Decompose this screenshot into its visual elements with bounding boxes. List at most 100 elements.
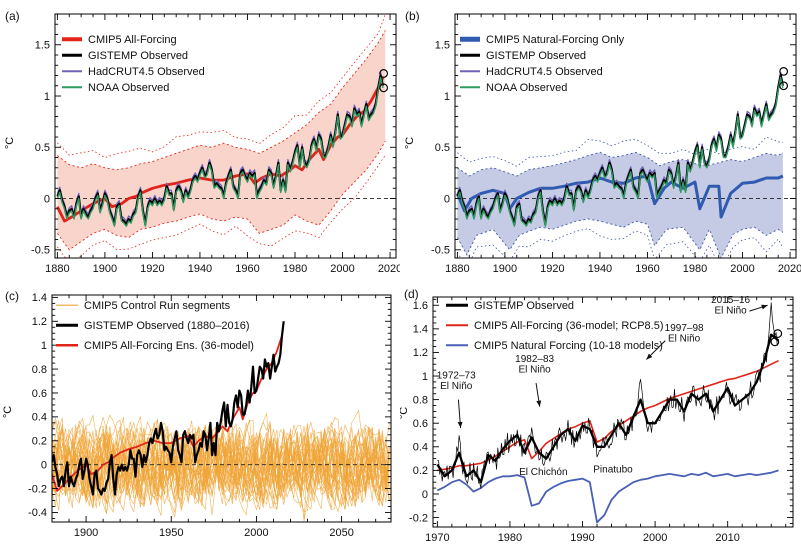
panel-label: (a)	[5, 9, 20, 23]
y-tick-label: 1.6	[413, 300, 428, 312]
y-tick-label: 1	[44, 91, 50, 103]
axes: 1880 1900 1920 1940 1960 1980 2000 2020 -0.5 0 0.5…	[31, 13, 400, 275]
y-tick-label: -0.5	[431, 245, 450, 257]
legend-entry-label: CMIP5 All-Forcing Ens. (36-model)	[84, 340, 254, 352]
x-tick-label: 1920	[540, 263, 564, 275]
y-tick-label: 0.8	[32, 364, 47, 376]
legend-entry-label: GISTEMP Observed	[486, 50, 586, 62]
x-tick-label: 2020	[778, 263, 801, 275]
y-tick-label: 0	[44, 193, 50, 205]
annotation-text: El Chichón	[519, 467, 567, 478]
gistemp-observed-line	[52, 321, 285, 496]
legend-entry-label: CMIP5 All-Forcing (36-model; RCP8.5)	[474, 320, 664, 332]
panel-c-chart: 1900 1950 2000 2050 -0.4 -0.2 0 0.2 0.4 0.6 0.8 1 1.…	[2, 289, 392, 539]
y-tick-label: -0.2	[28, 483, 47, 495]
annotation-arrow	[749, 304, 768, 312]
legend-entry-label: CMIP5 All-Forcing	[88, 34, 177, 46]
annotation: 1982–83 El Niño	[515, 354, 555, 407]
y-tick-label: 1	[41, 340, 47, 352]
y-tick-label: -0.5	[31, 245, 50, 257]
annotation-arrow	[457, 399, 463, 428]
annotation-text: 1982–83 El Niño	[515, 354, 554, 376]
legend-entry-label: GISTEMP Observed	[474, 300, 574, 312]
y-tick-label: -0.4	[28, 507, 47, 519]
x-tick-label: 1980	[683, 263, 707, 275]
y-tick-label: 0.2	[413, 465, 428, 477]
legend-entry-label: HadCRUT4.5 Observed	[486, 66, 603, 78]
plot-area-series	[52, 321, 391, 521]
control-run-segment	[52, 416, 390, 509]
y-tick-label: 1.2	[32, 316, 47, 328]
x-tick-label: 2000	[330, 263, 354, 275]
panel-d-chart: 1970 1980 1990 2000 2010 -0.2 0 0.2 0.4 0.6 0.8 1 1.…	[400, 287, 794, 544]
x-tick-label: 1900	[74, 527, 98, 539]
legend-entry-label: CMIP5 Natural-Forcing Only	[486, 34, 625, 46]
x-tick-label: 1900	[493, 263, 517, 275]
panel-a-chart: 1880 1900 1920 1940 1960 1980 2000 2020 -0.5 0 0.5…	[4, 9, 400, 275]
x-tick-label: 1940	[588, 263, 612, 275]
gistemp-smoothed-line	[436, 333, 780, 484]
x-tick-label: 2000	[244, 527, 268, 539]
cmip5-all-forcing-line	[437, 359, 779, 472]
y-tick-label: 0	[422, 489, 428, 501]
x-tick-label: 2050	[329, 527, 353, 539]
annotation-text: Pinatubo	[593, 465, 633, 476]
legend-entry-label: CMIP5 Natural Forcing (10-18 models)	[474, 340, 663, 352]
plot-area-series	[55, 14, 396, 258]
ytd-open-circle-marker	[773, 329, 783, 338]
legend-entry-label: NOAA Observed	[88, 82, 169, 94]
panel-label: (c)	[5, 289, 19, 303]
annotation-arrow	[535, 383, 542, 407]
annotation: 1972–73 El Niño	[437, 370, 476, 428]
annotation: 2015–16 El Niño	[711, 295, 768, 317]
y-tick-label: 0.4	[413, 442, 428, 454]
plot-area-series	[455, 71, 796, 258]
x-tick-label: 2000	[730, 263, 754, 275]
y-tick-label: 1.4	[32, 292, 47, 304]
legend-entry-label: GISTEMP Observed (1880–2016)	[84, 320, 250, 332]
legend: CMIP5 Control Run segments GISTEMP Observ…	[56, 300, 254, 352]
y-tick-label: 1.5	[435, 40, 450, 52]
y-tick-label: -0.2	[409, 512, 428, 524]
axes: 1900 1950 2000 2050 -0.4 -0.2 0 0.2 0.4 0.6 0.8 1 1.…	[28, 292, 392, 539]
legend: CMIP5 Natural-Forcing Only GISTEMP Observ…	[460, 34, 625, 94]
x-tick-label: 2020	[378, 263, 400, 275]
x-tick-label: 1880	[45, 263, 69, 275]
axes: 1970 1980 1990 2000 2010 -0.2 0 0.2 0.4 0.6 0.8 1 1.…	[409, 296, 794, 544]
y-tick-label: 1.2	[413, 347, 428, 359]
annotation: Pinatubo	[593, 465, 633, 476]
noaa-observed-line	[456, 76, 784, 227]
annotation-text: 2015–16 El Niño	[711, 295, 750, 317]
y-tick-label: 1.5	[35, 40, 50, 52]
x-tick-label: 1970	[425, 532, 449, 544]
ytd-open-circle-marker	[379, 69, 389, 78]
y-tick-label: 0.2	[32, 436, 47, 448]
ytd-open-circle-marker	[779, 67, 789, 76]
x-tick-label: 2010	[715, 532, 739, 544]
y-tick-label: 0	[41, 459, 47, 471]
ytd-open-circle-marker	[779, 81, 789, 91]
y-tick-label: 1.4	[413, 324, 428, 336]
y-axis-label: °C	[404, 137, 416, 149]
x-tick-label: 1980	[498, 532, 522, 544]
y-axis-label: °C	[400, 407, 410, 419]
y-tick-label: 0.4	[32, 412, 47, 424]
x-tick-label: 1960	[635, 263, 659, 275]
panel-label: (b)	[405, 9, 420, 23]
annotation: El Chichón	[519, 467, 567, 478]
ytd-open-circle-marker	[770, 337, 780, 347]
legend-entry-label: NOAA Observed	[486, 82, 567, 94]
x-tick-label: 1920	[140, 263, 164, 275]
legend: GISTEMP Observed CMIP5 All-Forcing (36-mo…	[446, 300, 664, 352]
y-tick-label: 0.5	[35, 142, 50, 154]
annotation-text: 1972–73 El Niño	[437, 370, 476, 392]
control-run-segment	[52, 427, 390, 512]
x-tick-label: 1990	[570, 532, 594, 544]
y-tick-label: 1	[444, 91, 450, 103]
x-tick-label: 1960	[235, 263, 259, 275]
cmip5-natural-forcing-line	[437, 469, 779, 524]
axes: 1880 1900 1920 1940 1960 1980 2000 2020 -0.5 0 0.5…	[431, 13, 801, 275]
x-tick-label: 1980	[283, 263, 307, 275]
y-tick-label: 0.8	[413, 394, 428, 406]
x-tick-label: 1900	[93, 263, 117, 275]
